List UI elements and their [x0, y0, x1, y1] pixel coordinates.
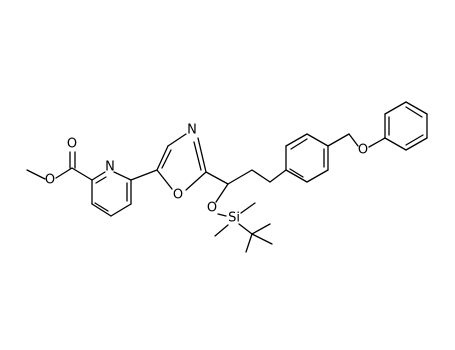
atom-labels: O O N N O O Si O	[45, 123, 368, 226]
atom-label: O	[45, 173, 55, 188]
atom-label: O	[207, 201, 217, 216]
atom-label: O	[358, 143, 368, 158]
atom-label: O	[67, 137, 77, 152]
atom-label: O	[173, 188, 183, 203]
bonds	[26, 101, 428, 253]
atom-label: N	[187, 123, 197, 138]
atom-label: N	[105, 160, 115, 175]
atom-label: Si	[228, 211, 240, 226]
